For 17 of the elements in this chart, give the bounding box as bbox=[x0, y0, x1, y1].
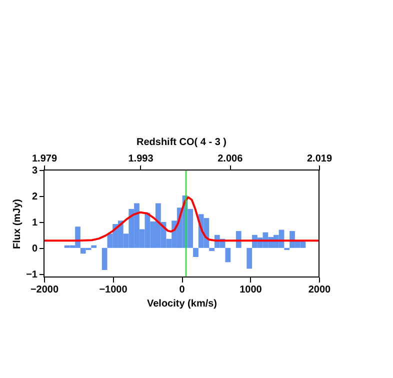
x2-tick-label: 1.993 bbox=[128, 154, 154, 164]
x-tick-label: −2000 bbox=[30, 284, 59, 296]
x-tick-label: −1000 bbox=[99, 284, 128, 296]
y-tick-label: −1 bbox=[26, 269, 38, 280]
y-axis-title: Flux (mJy) bbox=[12, 198, 24, 250]
x2-tick-label: 2.006 bbox=[218, 154, 244, 164]
y-tick-label: 2 bbox=[32, 191, 38, 202]
x2-tick-label: 2.019 bbox=[306, 154, 332, 164]
x-tick-label: 0 bbox=[179, 284, 186, 296]
y-tick-label: 0 bbox=[32, 243, 38, 254]
y-tick-label: 1 bbox=[32, 217, 38, 228]
x-axis-title: Velocity (km/s) bbox=[146, 298, 218, 310]
y-tick-label: 3 bbox=[32, 166, 38, 176]
x2-tick-label: 1.979 bbox=[32, 154, 58, 164]
x-tick-label: 1000 bbox=[240, 284, 262, 296]
x-tick-label: 2000 bbox=[308, 284, 332, 296]
chart-title: Redshift CO( 4 - 3 ) bbox=[136, 137, 227, 148]
